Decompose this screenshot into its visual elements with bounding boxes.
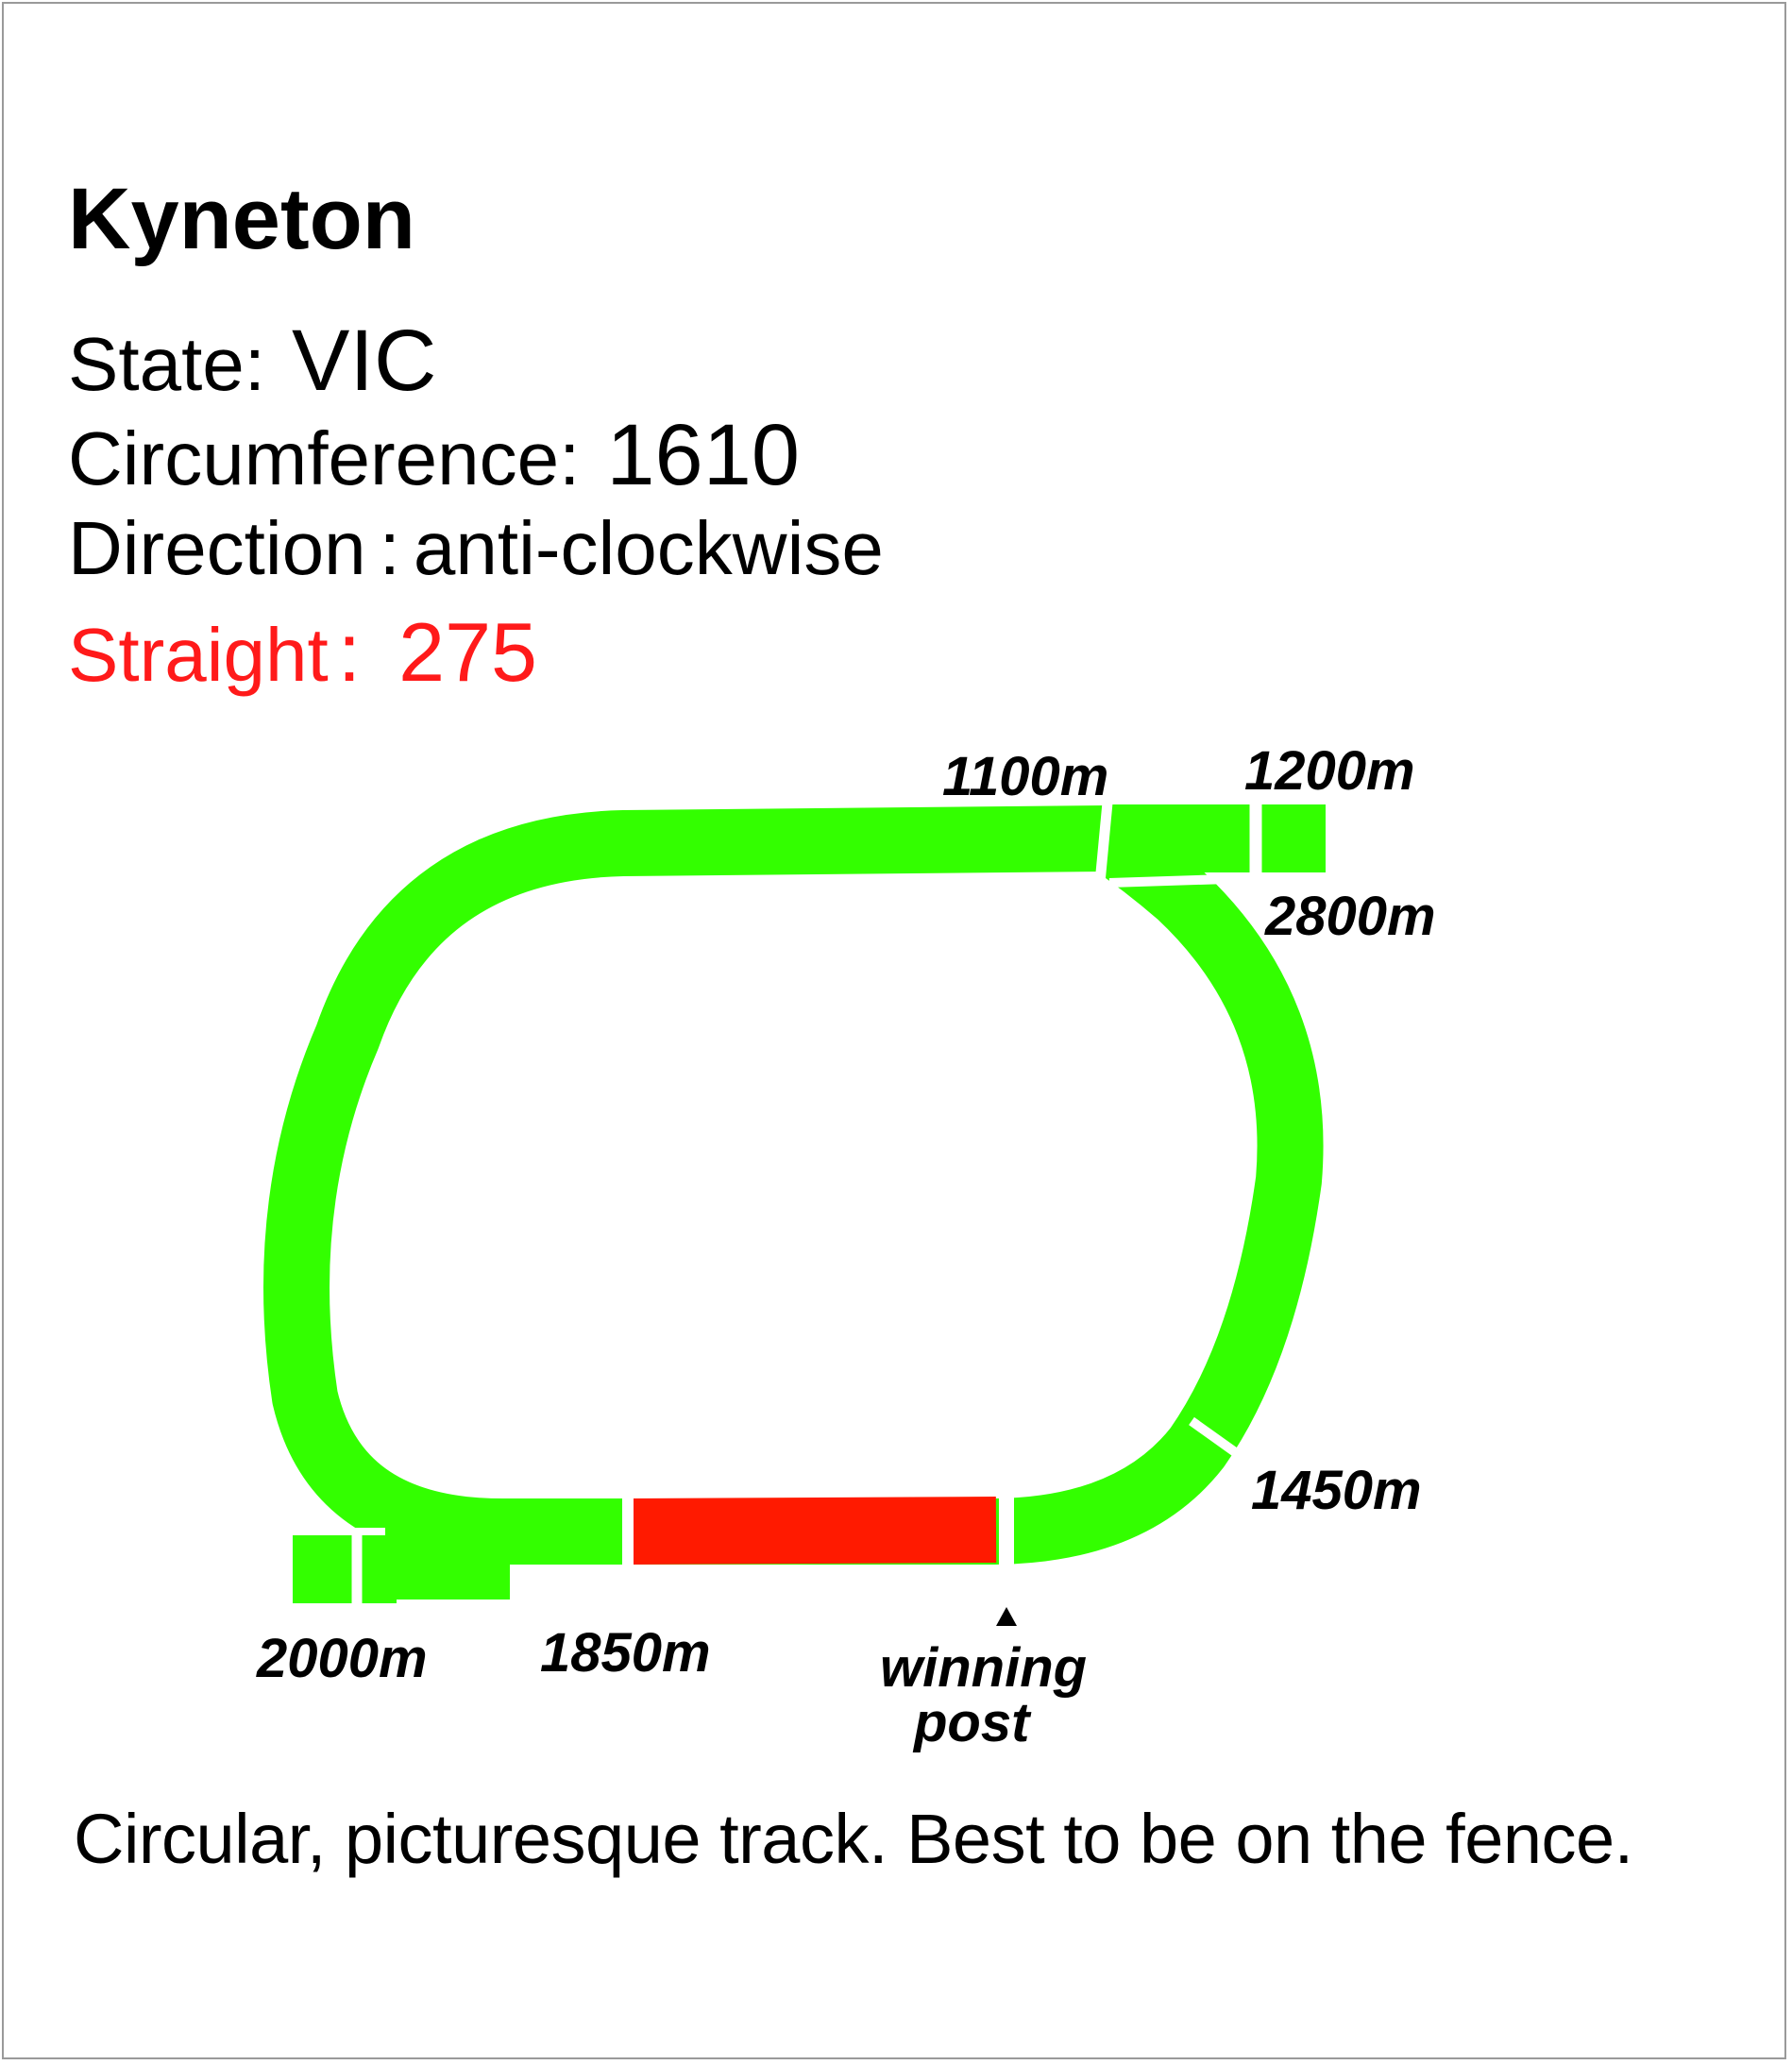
winning-post-label-line2: post xyxy=(912,1692,1032,1753)
circumference-label: Circumference: xyxy=(68,416,581,500)
course-description: Circular, picturesque track. Best to be … xyxy=(74,1800,1633,1878)
track-oval xyxy=(263,805,1324,1566)
straight-row: Straight:275 xyxy=(68,604,537,701)
divider-1450 xyxy=(1189,1416,1247,1464)
chute-top-right xyxy=(1107,804,1326,872)
direction-separator: : xyxy=(379,506,400,590)
marker-2000m: 2000m xyxy=(256,1628,428,1689)
straight-value: 275 xyxy=(398,605,537,699)
state-label: State: xyxy=(68,322,266,406)
marker-1450m: 1450m xyxy=(1251,1460,1422,1521)
state-row: State: VIC xyxy=(68,312,436,411)
winning-post-icon xyxy=(996,1607,1017,1626)
circumference-row: Circumference: 1610 xyxy=(68,406,800,505)
marker-2800m: 2800m xyxy=(1264,886,1436,947)
divider-2800 xyxy=(1108,873,1257,888)
divider-1100 xyxy=(1094,802,1113,884)
state-value: VIC xyxy=(292,313,437,409)
marker-1850m: 1850m xyxy=(540,1622,711,1684)
marker-1100m: 1100m xyxy=(942,746,1108,807)
straight-separator: : xyxy=(337,605,362,699)
winning-post-label-line1: winning xyxy=(880,1637,1087,1699)
circumference-value: 1610 xyxy=(606,407,801,503)
direction-row: Direction: anti-clockwise xyxy=(68,505,884,592)
course-title: Kyneton xyxy=(68,171,415,267)
direction-value: anti-clockwise xyxy=(413,506,884,590)
marker-1200m: 1200m xyxy=(1244,740,1415,802)
home-straight xyxy=(630,1497,997,1565)
direction-label: Direction xyxy=(68,506,366,590)
straight-label: Straight xyxy=(68,613,329,697)
chute-bottom-join xyxy=(359,1532,510,1600)
